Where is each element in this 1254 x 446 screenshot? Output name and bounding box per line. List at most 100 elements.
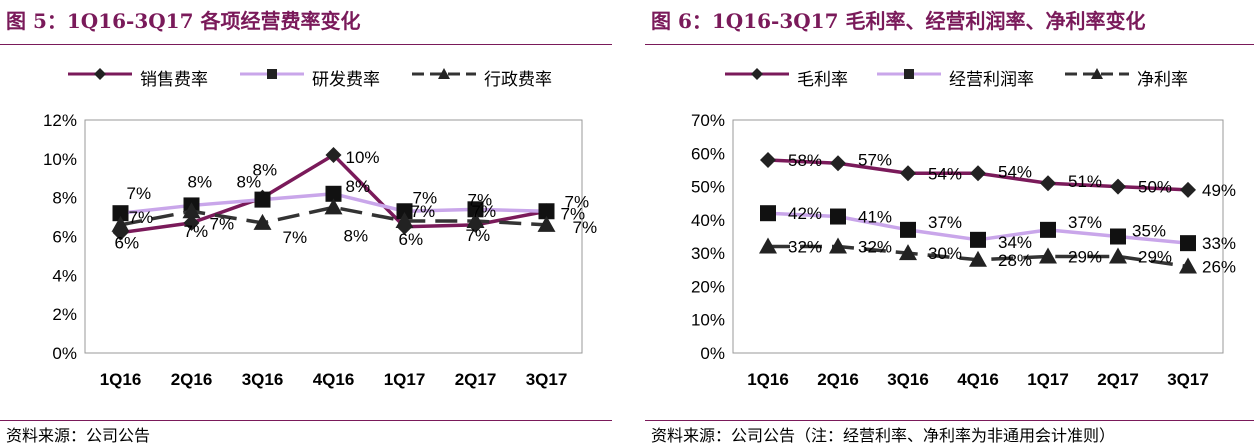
y-tick-label: 10% (691, 311, 725, 330)
square-marker (970, 231, 986, 248)
diamond-marker (760, 151, 776, 168)
data-label: 54% (998, 162, 1032, 181)
diamond-marker (830, 155, 846, 172)
y-tick-label: 50% (691, 178, 725, 197)
square-marker (467, 201, 484, 218)
data-label: 7% (565, 192, 590, 211)
legend-label: 销售费率 (140, 70, 208, 90)
triangle-marker (759, 237, 777, 254)
figure-5-line-chart: 0% 2% 4% 6% 8% 10% 12% 1Q16 2Q16 3Q16 4Q16 1Q17 2Q17… (43, 111, 598, 389)
data-label: 7% (573, 218, 598, 237)
x-tick-label: 1Q17 (1027, 370, 1069, 389)
x-tick-label: 2Q16 (817, 370, 859, 389)
diamond-marker (1040, 175, 1056, 192)
diamond-marker (183, 214, 200, 231)
x-tick-label: 3Q16 (887, 370, 929, 389)
triangle-marker (1039, 247, 1057, 264)
legend-line-square-icon (240, 69, 304, 79)
y-tick-label: 0% (52, 344, 77, 363)
square-marker (396, 203, 413, 220)
data-label: 30% (928, 244, 962, 263)
square-marker (1180, 235, 1196, 252)
x-tick-label: 1Q16 (747, 370, 789, 389)
triangle-marker (182, 202, 201, 219)
square-marker (254, 191, 271, 208)
y-tick-label: 70% (691, 111, 725, 130)
data-label: 35% (1132, 222, 1166, 241)
square-marker (325, 185, 342, 202)
x-tick-label: 4Q16 (313, 370, 355, 389)
square-marker (830, 208, 846, 225)
figure-5-panel: 图 5：1Q16-3Q17 各项经营费率变化 销售费率 研发费率 行政费率 0%… (0, 0, 612, 445)
y-tick-label: 60% (691, 144, 725, 163)
legend-line-square-icon (877, 69, 941, 79)
triangle-marker (111, 215, 130, 232)
triangle-marker (969, 250, 987, 267)
legend-label: 研发费率 (312, 70, 380, 90)
x-tick-label: 2Q17 (455, 370, 497, 389)
y-tick-label: 0% (700, 344, 725, 363)
figure-5-legend: 销售费率 研发费率 行政费率 (68, 60, 588, 90)
y-tick-label: 4% (52, 266, 77, 285)
x-tick-label: 1Q16 (100, 370, 142, 389)
triangle-marker (1109, 247, 1127, 264)
data-label: 8% (344, 226, 369, 245)
x-tick-label: 3Q17 (1167, 370, 1209, 389)
data-label: 33% (1202, 234, 1236, 253)
title-divider (0, 44, 612, 45)
diamond-marker (1180, 181, 1196, 198)
square-marker (900, 221, 916, 238)
y-tick-label: 10% (43, 150, 77, 169)
plot-area-frame (84, 119, 583, 354)
x-tick-label: 3Q17 (526, 370, 568, 389)
figure-6-source: 资料来源：公司公告（注：经营利率、净利率为非通用会计准则） (651, 426, 1116, 445)
title-divider (645, 44, 1254, 45)
data-label: 58% (788, 151, 822, 170)
data-label: 7% (413, 188, 438, 207)
data-label: 37% (1068, 213, 1102, 232)
data-label: 29% (1068, 247, 1102, 266)
y-tick-label: 40% (691, 211, 725, 230)
legend-item-operating-margin: 经营利润率 (877, 60, 1067, 90)
data-label: 8% (237, 173, 262, 192)
data-label: 34% (998, 233, 1032, 252)
data-label: 7% (561, 204, 586, 223)
legend-line-diamond-icon (725, 68, 789, 80)
data-label: 10% (346, 148, 380, 167)
legend-label: 行政费率 (484, 70, 552, 90)
data-label: 7% (127, 184, 152, 203)
square-marker (538, 203, 555, 220)
data-label: 7% (129, 208, 154, 227)
triangle-marker (324, 198, 343, 215)
legend-dashed-triangle-icon (412, 68, 476, 79)
y-tick-label: 30% (691, 244, 725, 263)
legend-label: 毛利率 (797, 70, 848, 90)
data-label: 29% (1138, 247, 1172, 266)
square-marker (1040, 221, 1056, 238)
data-label: 7% (468, 190, 493, 209)
data-label: 7% (283, 228, 308, 247)
data-label: 57% (858, 150, 892, 169)
x-tick-label: 4Q16 (957, 370, 999, 389)
x-tick-label: 1Q17 (384, 370, 426, 389)
data-label: 51% (1068, 172, 1102, 191)
triangle-marker (1179, 257, 1197, 274)
data-label: 6% (115, 234, 140, 253)
figure-6-title: 图 6：1Q16-3Q17 毛利率、经营利润率、净利率变化 (651, 9, 1146, 33)
data-label: 37% (928, 213, 962, 232)
legend-item-admin-rate: 行政费率 (412, 60, 582, 90)
data-label: 8% (188, 172, 213, 191)
figure-5-source: 资料来源：公司公告 (6, 426, 151, 445)
triangle-marker (899, 244, 917, 261)
square-marker (760, 205, 776, 222)
y-tick-label: 6% (52, 228, 77, 247)
data-label: 7% (210, 214, 235, 233)
x-tick-label: 3Q16 (242, 370, 284, 389)
data-label: 7% (472, 202, 497, 221)
data-label: 32% (788, 237, 822, 256)
legend-item-net-margin: 净利率 (1065, 60, 1225, 90)
figure-6-line-chart: 0% 10% 20% 30% 40% 50% 60% 70% 1Q16 2Q16 3Q16 4Q16 1… (691, 111, 1236, 389)
y-tick-label: 12% (43, 111, 77, 130)
data-label: 7% (411, 202, 436, 221)
data-label: 7% (466, 226, 491, 245)
